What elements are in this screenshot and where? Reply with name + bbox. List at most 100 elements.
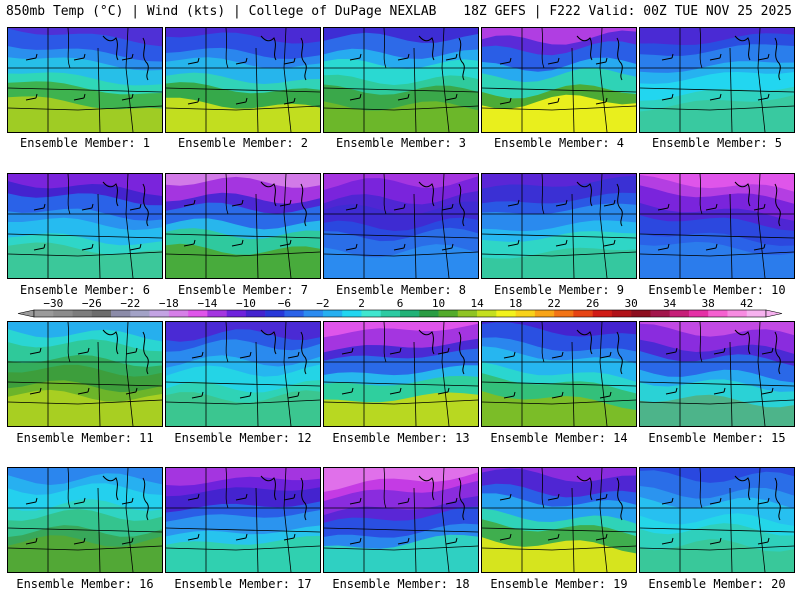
ensemble-member-map	[481, 467, 637, 573]
colorbar-tick-label: 18	[509, 297, 522, 310]
temperature-colorbar: −30 −26 −22 −18 −14 −10 −6 −2 2 6 10 14 18 22 26 30 34 38…	[17, 297, 783, 318]
colorbar-swatch	[265, 310, 285, 317]
ensemble-member-label: Ensemble Member: 4	[493, 136, 625, 150]
colorbar-swatch	[245, 310, 266, 317]
ensemble-member-map	[323, 321, 479, 427]
ensemble-member-map	[639, 467, 795, 573]
colorbar-tick-label: −30	[43, 297, 63, 310]
ensemble-member-map	[7, 27, 163, 133]
colorbar-swatch	[72, 310, 93, 317]
ensemble-member-map	[323, 467, 479, 573]
ensemble-member-map	[481, 27, 637, 133]
colorbar-swatch	[650, 310, 670, 317]
ensemble-member-label: Ensemble Member: 7	[177, 283, 309, 297]
ensemble-member-map	[639, 173, 795, 279]
colorbar-swatch	[631, 310, 651, 317]
ensemble-member-map	[165, 173, 321, 279]
colorbar-tick-label: 42	[740, 297, 753, 310]
ensemble-member-map	[7, 173, 163, 279]
colorbar-swatch	[746, 310, 767, 317]
ensemble-member-label: Ensemble Member: 20	[648, 577, 786, 591]
map-title: 850mb Temp (°C) | Wind (kts) | College o…	[6, 4, 437, 19]
colorbar-swatch	[496, 310, 516, 317]
colorbar-swatch	[727, 310, 748, 317]
ensemble-member-map	[481, 321, 637, 427]
colorbar-tick-label: 22	[547, 297, 560, 310]
colorbar-tick-label: 6	[397, 297, 404, 310]
ensemble-member-label: Ensemble Member: 12	[174, 431, 312, 445]
colorbar-tick-label: −26	[82, 297, 102, 310]
colorbar-swatch	[534, 310, 555, 317]
ensemble-member-label: Ensemble Member: 1	[19, 136, 151, 150]
colorbar-tick-label: −10	[236, 297, 256, 310]
colorbar-swatch	[303, 310, 324, 317]
colorbar-tick-label: 14	[470, 297, 484, 310]
colorbar-tick-label: 2	[358, 297, 365, 310]
colorbar-tick-label: 26	[586, 297, 599, 310]
ensemble-member-label: Ensemble Member: 15	[648, 431, 786, 445]
colorbar-tick-label: 34	[663, 297, 677, 310]
model-run-info: 18Z GEFS | F222 Valid: 00Z TUE NOV 25 20…	[463, 4, 792, 19]
colorbar-swatch	[284, 310, 304, 317]
ensemble-member-label: Ensemble Member: 13	[332, 431, 470, 445]
ensemble-member-map	[7, 467, 163, 573]
colorbar-swatch	[669, 310, 690, 317]
ensemble-member-map	[165, 27, 321, 133]
colorbar-swatch	[611, 310, 632, 317]
colorbar-tick-label: −14	[197, 297, 217, 310]
ensemble-member-map	[639, 27, 795, 133]
ensemble-member-map	[639, 321, 795, 427]
colorbar-right-arrow	[765, 309, 783, 318]
colorbar-swatch	[111, 310, 131, 317]
colorbar-tick-label: −18	[159, 297, 179, 310]
colorbar-swatch	[53, 310, 73, 317]
colorbar-swatch	[226, 310, 247, 317]
ensemble-member-label: Ensemble Member: 19	[490, 577, 628, 591]
colorbar-tick-label: 10	[432, 297, 445, 310]
ensemble-member-map	[7, 321, 163, 427]
colorbar-swatch	[708, 310, 728, 317]
ensemble-member-map	[165, 321, 321, 427]
colorbar-swatch	[515, 310, 536, 317]
ensemble-member-map	[481, 173, 637, 279]
colorbar-swatch	[573, 310, 593, 317]
colorbar-swatch	[380, 310, 401, 317]
colorbar-left-arrow	[17, 309, 35, 318]
colorbar-tick-label: 38	[702, 297, 715, 310]
ensemble-member-label: Ensemble Member: 14	[490, 431, 628, 445]
colorbar-swatch	[457, 310, 478, 317]
ensemble-member-label: Ensemble Member: 16	[16, 577, 154, 591]
colorbar-tick-label: −22	[120, 297, 140, 310]
colorbar-swatch	[400, 310, 420, 317]
colorbar-swatch	[592, 310, 613, 317]
ensemble-member-label: Ensemble Member: 17	[174, 577, 312, 591]
ensemble-member-label: Ensemble Member: 6	[19, 283, 151, 297]
ensemble-member-label: Ensemble Member: 9	[493, 283, 625, 297]
ensemble-member-label: Ensemble Member: 2	[177, 136, 309, 150]
colorbar-swatch	[207, 310, 227, 317]
ensemble-member-label: Ensemble Member: 8	[335, 283, 467, 297]
ensemble-member-label: Ensemble Member: 3	[335, 136, 467, 150]
colorbar-swatch	[688, 310, 709, 317]
colorbar-swatch	[34, 310, 54, 317]
colorbar-swatch	[322, 310, 343, 317]
colorbar-tick-label: 30	[625, 297, 638, 310]
colorbar-swatch	[477, 310, 497, 317]
ensemble-member-label: Ensemble Member: 11	[16, 431, 154, 445]
colorbar-tick-label: −2	[316, 297, 329, 310]
colorbar-swatch	[438, 310, 459, 317]
colorbar-swatch	[149, 310, 170, 317]
ensemble-member-map	[323, 27, 479, 133]
colorbar-swatch	[130, 310, 150, 317]
colorbar-swatch	[342, 310, 362, 317]
colorbar-tick-label: −6	[278, 297, 291, 310]
colorbar-swatch	[168, 310, 189, 317]
ensemble-member-label: Ensemble Member: 5	[651, 136, 783, 150]
colorbar-swatch	[361, 310, 382, 317]
colorbar-swatch	[554, 310, 574, 317]
ensemble-member-label: Ensemble Member: 18	[332, 577, 470, 591]
colorbar-swatch	[419, 310, 439, 317]
colorbar-swatch	[91, 310, 112, 317]
colorbar-swatch	[188, 310, 208, 317]
ensemble-member-map	[323, 173, 479, 279]
